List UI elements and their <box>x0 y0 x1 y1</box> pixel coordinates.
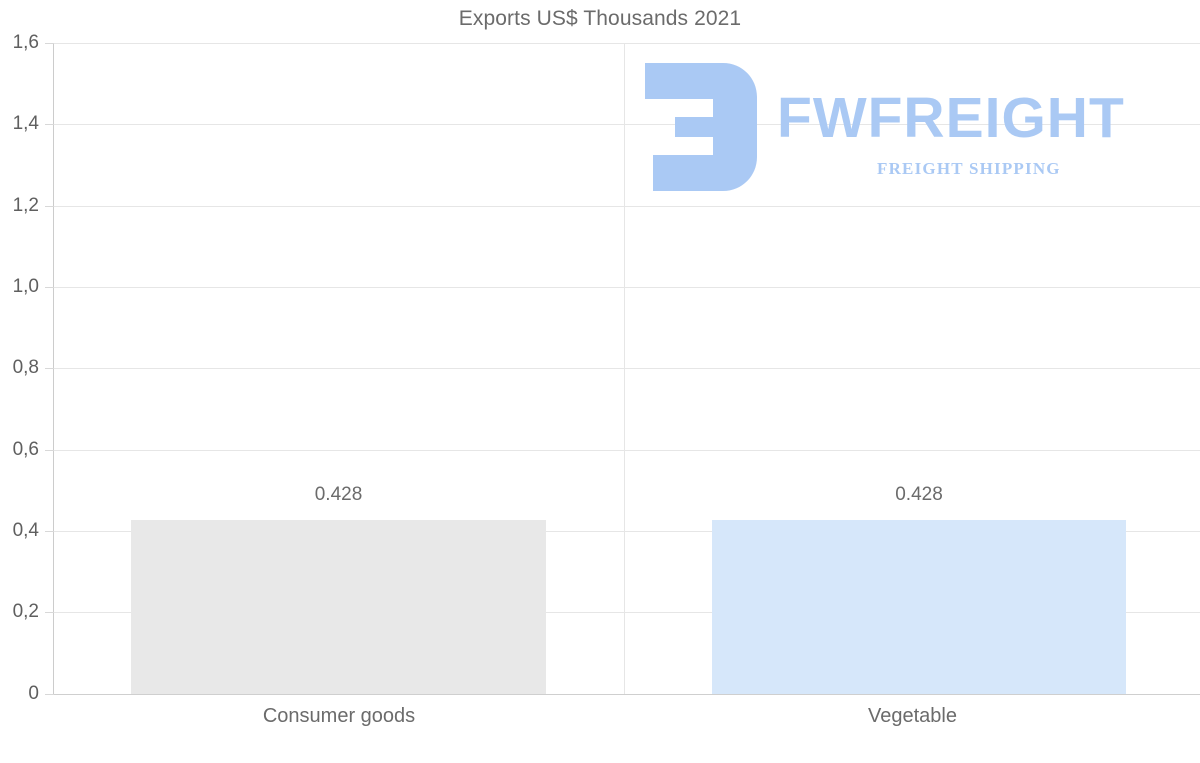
y-tick-0 <box>45 694 54 695</box>
gridline-1.0 <box>54 287 1200 288</box>
gridline-0.6 <box>54 450 1200 451</box>
y-tick-1.6 <box>45 43 54 44</box>
y-tick-1.4 <box>45 124 54 125</box>
bar-value-consumer-goods: 0.428 <box>314 484 363 505</box>
x-axis-label-vegetable: Vegetable <box>868 705 957 727</box>
bar-vegetable[interactable] <box>712 520 1126 694</box>
y-axis-label-0.8: 0,8 <box>12 357 39 378</box>
y-axis-label-0.6: 0,6 <box>12 439 39 460</box>
y-axis-label-0: 0 <box>28 683 39 704</box>
y-axis-label-1.0: 1,0 <box>12 276 39 297</box>
y-axis-label-1.6: 1,6 <box>12 32 39 53</box>
y-axis-label-1.4: 1,4 <box>12 113 39 134</box>
gridline-baseline-0 <box>54 694 1200 695</box>
gridline-category-separator <box>624 43 625 694</box>
plot-area <box>54 43 1200 695</box>
y-axis-label-1.2: 1,2 <box>12 195 39 216</box>
y-axis-label-0.4: 0,4 <box>12 520 39 541</box>
y-axis-line <box>53 43 54 695</box>
gridline-0.4 <box>54 531 1200 532</box>
gridline-0.2 <box>54 612 1200 613</box>
gridline-1.2 <box>54 206 1200 207</box>
gridline-1.6 <box>54 43 1200 44</box>
y-axis-label-0.2: 0,2 <box>12 601 39 622</box>
y-tick-0.4 <box>45 531 54 532</box>
y-tick-0.2 <box>45 612 54 613</box>
bar-value-vegetable: 0.428 <box>895 484 943 505</box>
gridline-1.4 <box>54 124 1200 125</box>
y-tick-1.2 <box>45 206 54 207</box>
chart-title: Exports US$ Thousands 2021 <box>458 7 742 30</box>
x-axis-label-consumer-goods: Consumer goods <box>262 705 416 727</box>
y-tick-1.0 <box>45 287 54 288</box>
gridline-0.8 <box>54 368 1200 369</box>
bar-consumer-goods[interactable] <box>131 520 546 694</box>
y-tick-0.8 <box>45 368 54 369</box>
y-tick-0.6 <box>45 450 54 451</box>
